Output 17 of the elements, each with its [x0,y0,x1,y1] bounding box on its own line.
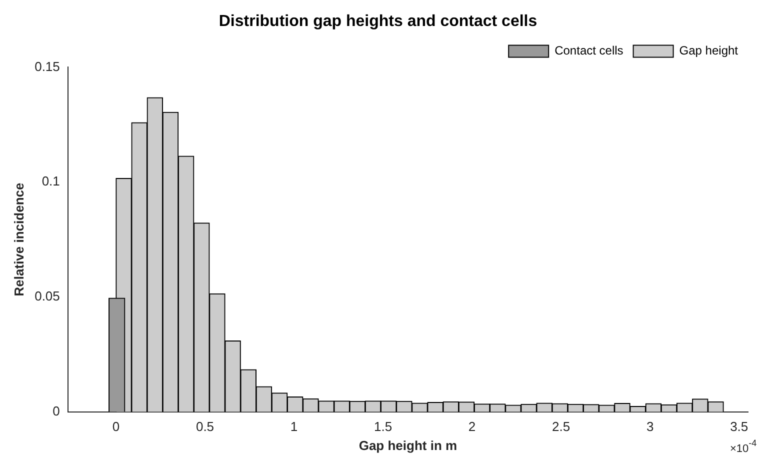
y-tick-label: 0 [52,403,60,418]
x-tick-label: 0.5 [196,419,214,434]
x-tick-label: 2.5 [552,419,570,434]
x-tick-label: 1.5 [374,419,392,434]
x-tick-label: 3 [646,419,654,434]
y-tick-label: 0.05 [34,288,60,304]
y-tick-label: 0.1 [42,174,60,189]
x-tick-label: 3.5 [730,419,748,434]
y-axis-title: Relative incidence [11,182,26,296]
legend-label: Contact cells [554,44,624,58]
x-tick-label: 0 [112,419,120,434]
chart-title: Distribution gap heights and contact cells [218,13,538,30]
x-axis-title: Gap height in m [358,438,458,453]
y-tick-label: 0.15 [34,58,60,74]
legend-label: Gap height [679,44,739,58]
x-tick-label: 1 [290,419,298,434]
x-tick-label: 2 [468,419,476,434]
